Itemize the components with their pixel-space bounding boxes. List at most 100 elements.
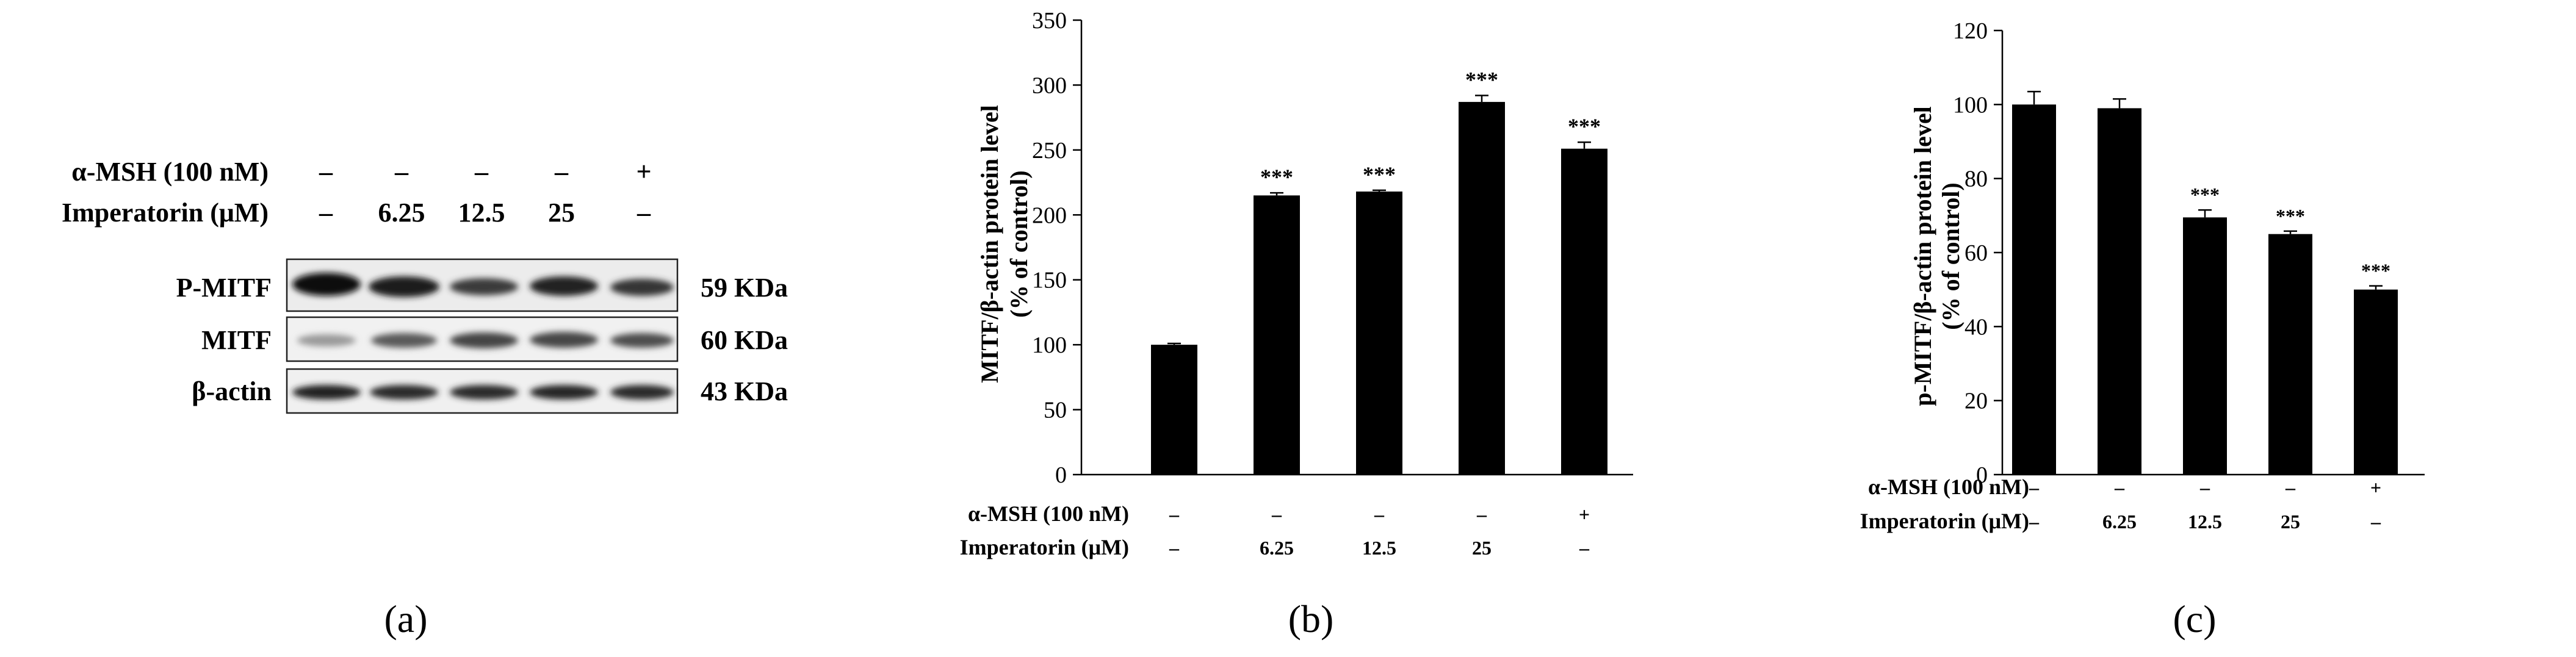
blot-treatment-label-msh: α-MSH (100 nM) (71, 157, 269, 187)
blot-size-actin: 43 KDa (701, 376, 788, 406)
bar (1254, 195, 1300, 475)
treatment-value: – (1169, 537, 1180, 559)
treatment-value: 12.5 (1362, 537, 1396, 559)
y-tick-label: 300 (1032, 73, 1067, 98)
treatment-value: – (2199, 476, 2210, 498)
blot-strip-mitf (286, 316, 679, 362)
treatment-value: – (1476, 503, 1487, 525)
treatment-value: – (2029, 511, 2040, 533)
y-tick-label: 250 (1032, 138, 1067, 163)
blot-msh-value: – (554, 157, 569, 187)
panel-label-c: (c) (2173, 597, 2216, 641)
blot-band (370, 385, 438, 400)
treatment-label: Imperatorin (μM) (960, 535, 1129, 559)
treatment-value: – (2285, 476, 2296, 498)
panel-a: α-MSH (100 nM) Imperatorin (μM) – – – – … (62, 157, 788, 641)
treatment-value: 25 (2281, 511, 2300, 533)
significance-label: *** (2361, 260, 2390, 282)
treatment-value: – (1374, 503, 1385, 525)
treatment-value: 25 (1472, 537, 1492, 559)
blot-imperatorin-value: 12.5 (458, 198, 505, 228)
y-axis-label-unit: (% of control) (1005, 170, 1033, 317)
blot-band (450, 332, 518, 348)
blot-row-label-actin: β-actin (192, 376, 272, 406)
y-tick-label: 100 (1953, 92, 1988, 118)
blot-size-pmitf: 59 KDa (701, 273, 788, 303)
significance-label: *** (2190, 184, 2220, 206)
blot-band (297, 334, 356, 346)
bar (2183, 217, 2227, 475)
blot-treatment-label-imperatorin: Imperatorin (μM) (62, 198, 269, 228)
bar (1561, 148, 1607, 475)
panel-label-a: (a) (384, 597, 427, 641)
panel-label-b: (b) (1288, 597, 1334, 641)
bar (2354, 289, 2398, 475)
treatment-value: – (2370, 511, 2381, 533)
blot-imperatorin-value: 25 (548, 198, 575, 228)
bar (2098, 108, 2141, 475)
treatment-value: – (1271, 503, 1282, 525)
blot-msh-values: – – – – + (319, 157, 652, 187)
blot-size-mitf: 60 KDa (701, 325, 788, 355)
significance-label: *** (2276, 205, 2305, 227)
bar (2012, 104, 2056, 475)
y-tick-label: 60 (1964, 240, 1988, 266)
bar (1151, 345, 1197, 475)
y-axis-label: MITF/β-actin protein level (976, 105, 1003, 383)
y-tick-label: 50 (1044, 398, 1067, 423)
blot-band (610, 385, 674, 400)
blot-row-label-pmitf: P-MITF (176, 273, 272, 303)
y-axis-label-unit: (% of control) (1937, 182, 1964, 329)
blot-imperatorin-values: – 6.25 12.5 25 – (319, 198, 651, 228)
y-tick-label: 0 (1976, 462, 1988, 488)
blot-band (530, 385, 598, 400)
blot-band (530, 276, 598, 296)
treatment-value: – (1579, 537, 1590, 559)
blot-imperatorin-value: – (637, 198, 651, 228)
significance-label: *** (1260, 165, 1293, 189)
treatment-value: + (2370, 476, 2381, 498)
blot-imperatorin-value: – (319, 198, 333, 228)
significance-label: *** (1568, 114, 1601, 138)
blot-strip-pmitf (286, 258, 679, 312)
treatment-value: 12.5 (2188, 511, 2222, 533)
blot-msh-value: – (474, 157, 489, 187)
y-tick-label: 20 (1964, 389, 1988, 414)
panel-b: 0 50 100 150 200 250 300 350 MITF/β-actin protei… (960, 8, 1633, 559)
treatment-value: – (2029, 476, 2040, 498)
blot-msh-value: + (636, 157, 651, 187)
blot-band (610, 279, 674, 296)
blot-band (369, 276, 439, 297)
blot-strip-actin (286, 368, 679, 414)
y-tick-label: 150 (1032, 268, 1067, 293)
y-tick-label: 200 (1032, 203, 1067, 228)
treatment-value: – (2114, 476, 2125, 498)
panel-c: 0 20 40 60 80 100 120 p-MITF/β-actin protein le… (1860, 18, 2425, 533)
treatment-label: Imperatorin (μM) (1860, 509, 2029, 533)
treatment-value: 6.25 (2102, 511, 2137, 533)
blot-band (610, 333, 674, 348)
blot-msh-value: – (394, 157, 409, 187)
y-tick-label: 120 (1953, 18, 1988, 44)
treatment-label: α-MSH (100 nM) (1868, 475, 2029, 499)
blot-imperatorin-value: 6.25 (378, 198, 425, 228)
blot-band (292, 273, 361, 296)
blot-msh-value: – (319, 157, 333, 187)
treatment-value: + (1579, 503, 1590, 525)
treatment-value: – (1169, 503, 1180, 525)
bar (1356, 191, 1402, 475)
y-axis-label: p-MITF/β-actin protein level (1909, 106, 1936, 406)
bar (2268, 234, 2312, 475)
y-tick-label: 350 (1032, 8, 1067, 34)
blot-row-label-mitf: MITF (201, 325, 272, 355)
bar (1459, 102, 1505, 475)
blot-band (371, 333, 437, 348)
significance-label: *** (1363, 162, 1396, 187)
y-tick-label: 80 (1964, 167, 1988, 192)
treatment-value: 6.25 (1260, 537, 1294, 559)
y-tick-label: 100 (1032, 332, 1067, 358)
blot-band (292, 385, 361, 400)
blot-band (530, 332, 598, 348)
y-tick-label: 0 (1055, 462, 1067, 488)
